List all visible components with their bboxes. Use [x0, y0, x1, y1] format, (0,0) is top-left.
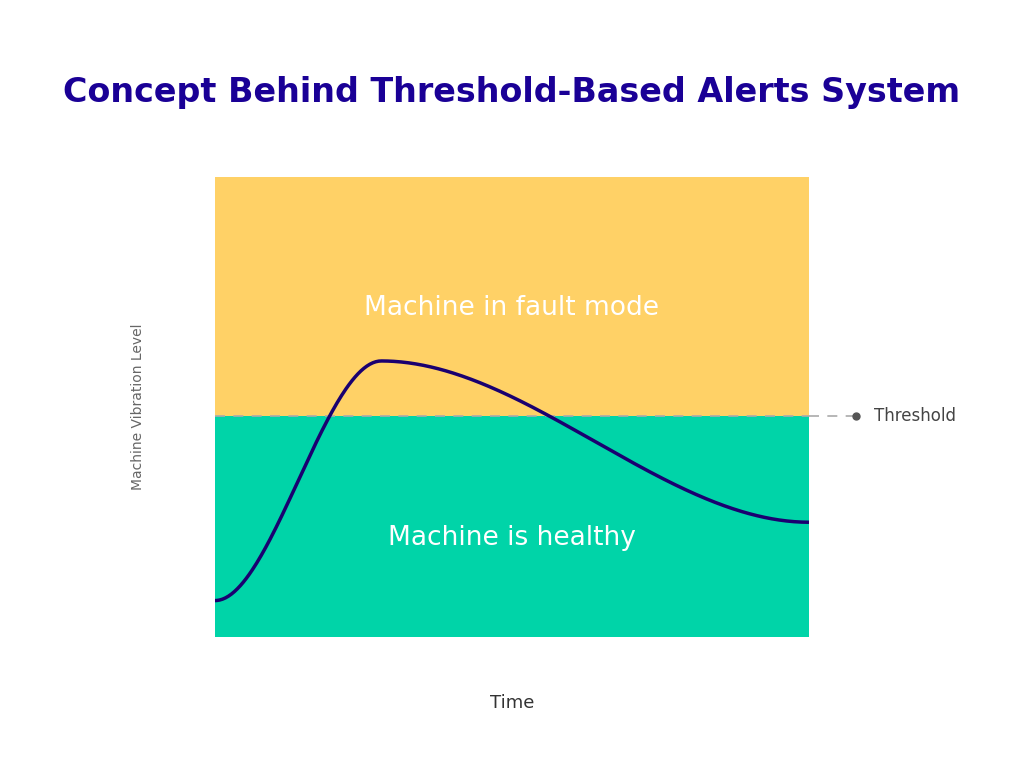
- Text: Time: Time: [489, 694, 535, 712]
- Text: Threshold: Threshold: [874, 407, 956, 425]
- Text: Concept Behind Threshold-Based Alerts System: Concept Behind Threshold-Based Alerts Sy…: [63, 76, 961, 108]
- Text: Machine Vibration Level: Machine Vibration Level: [131, 324, 145, 490]
- Text: Machine is healthy: Machine is healthy: [388, 525, 636, 551]
- Bar: [215, 177, 809, 416]
- Bar: [215, 416, 809, 637]
- Text: Machine in fault mode: Machine in fault mode: [365, 296, 659, 322]
